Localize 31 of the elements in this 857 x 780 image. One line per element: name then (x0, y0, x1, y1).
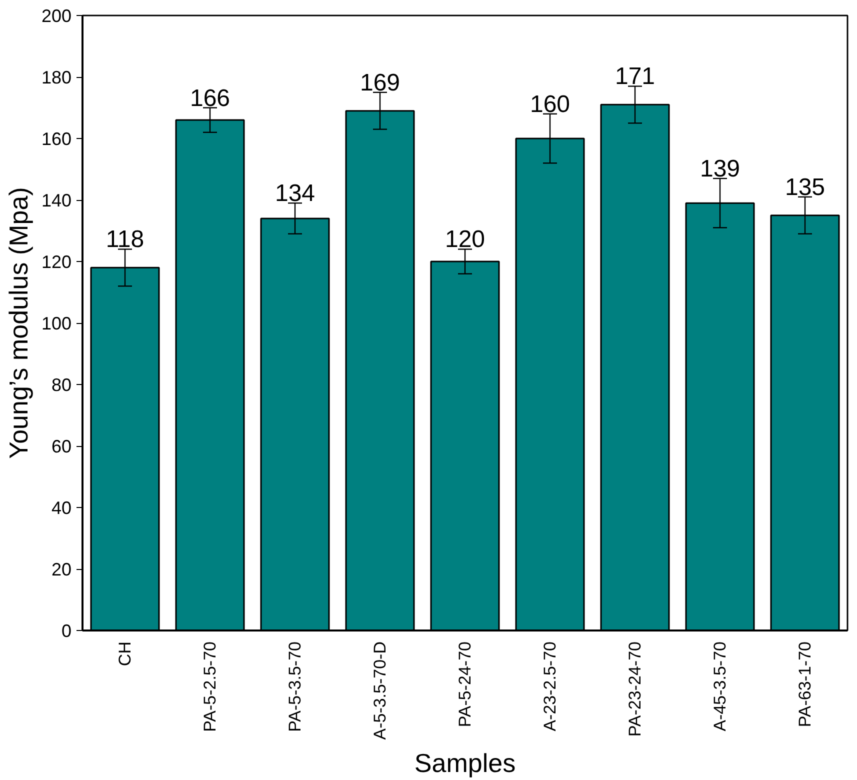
x-tick-label: PA-5-3.5-70 (286, 641, 304, 732)
y-tick-label: 80 (51, 375, 72, 395)
x-tick-label: PA-63-1-70 (796, 641, 814, 728)
x-axis-title: Samples (414, 748, 516, 778)
data-label: 135 (784, 174, 826, 201)
y-tick-label: 100 (41, 314, 72, 334)
data-label: 134 (274, 180, 316, 208)
y-tick-label: 120 (41, 252, 72, 272)
x-tick-label: PA-23-24-70 (626, 641, 644, 737)
y-tick-label: 180 (41, 68, 72, 88)
x-tick-label: CH (116, 641, 134, 666)
y-tick-label: 40 (51, 498, 72, 518)
x-tick-label: A-23-2.5-70 (540, 641, 560, 732)
y-tick-label: 0 (61, 621, 72, 641)
data-label: 160 (530, 90, 570, 118)
y-tick-label: 140 (41, 190, 72, 210)
data-label: 120 (444, 226, 486, 254)
y-tick-label: 160 (41, 129, 72, 149)
y-tick-label: 200 (41, 6, 72, 26)
x-tick-label: A-45-3.5-70 (710, 641, 730, 732)
x-tick-label: A-5-3.5-70-D (370, 641, 390, 740)
data-label: 118 (106, 226, 144, 254)
y-tick-label: 60 (51, 436, 72, 456)
data-label: 171 (614, 63, 656, 90)
data-label: 169 (360, 69, 400, 96)
y-axis-title: Young’s modulus (Mpa) (3, 187, 34, 459)
x-tick-label: PA-5-24-70 (456, 641, 474, 728)
data-label: 166 (190, 84, 230, 112)
x-tick-label: PA-5-2.5-70 (200, 641, 220, 732)
data-label: 139 (700, 155, 740, 182)
y-tick-label: 20 (51, 560, 72, 580)
